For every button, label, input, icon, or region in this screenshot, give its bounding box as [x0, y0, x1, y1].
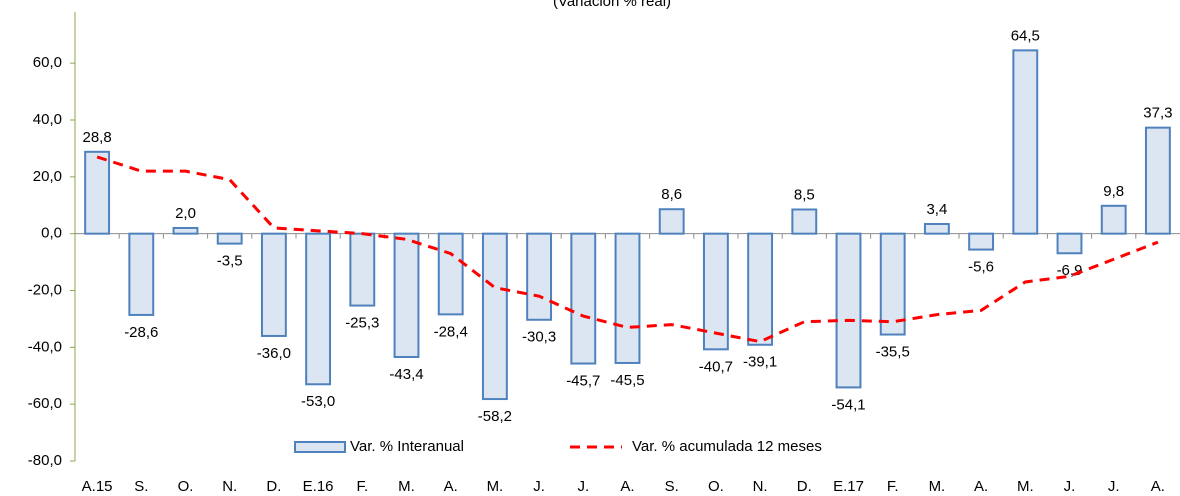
x-tick-label: D. [797, 478, 812, 495]
value-label: -28,6 [124, 324, 158, 341]
value-label: 8,6 [661, 186, 682, 203]
value-label: -39,1 [743, 354, 777, 371]
x-tick-label: F. [356, 478, 368, 495]
y-tick-label: -80,0 [28, 452, 62, 469]
value-label: 64,5 [1011, 27, 1040, 44]
bar [1100, 204, 1127, 235]
x-tick-label: F. [887, 478, 899, 495]
y-tick-label: -20,0 [28, 281, 62, 298]
bar [923, 222, 950, 235]
x-tick-label: J. [1064, 478, 1076, 495]
x-tick-label: M. [487, 478, 504, 495]
bar [835, 232, 862, 389]
bar [614, 232, 641, 364]
x-tick-label: S. [134, 478, 148, 495]
value-label: 8,5 [794, 186, 815, 203]
value-label: 9,8 [1103, 183, 1124, 200]
bar [84, 150, 111, 235]
x-tick-label: N. [222, 478, 237, 495]
bar [968, 232, 995, 251]
value-label: -58,2 [478, 408, 512, 425]
value-label: 28,8 [82, 129, 111, 146]
legend-swatch [294, 441, 346, 453]
bar [747, 232, 774, 346]
y-tick-label: 20,0 [33, 168, 62, 185]
bar [481, 232, 508, 401]
x-tick-label: D. [266, 478, 281, 495]
value-label: -25,3 [345, 315, 379, 332]
value-label: 2,0 [175, 205, 196, 222]
bar [702, 232, 729, 351]
value-label: 37,3 [1143, 105, 1172, 122]
x-tick-label: J. [577, 478, 589, 495]
x-tick-label: S. [665, 478, 679, 495]
bar [1056, 232, 1083, 255]
bar [526, 232, 553, 321]
value-label: -45,5 [610, 372, 644, 389]
y-tick-label: 0,0 [41, 225, 62, 242]
line [96, 155, 1159, 344]
value-label: -45,7 [566, 372, 600, 389]
value-label: -5,6 [968, 259, 994, 276]
bar [128, 232, 155, 316]
bar [393, 232, 420, 358]
value-label: -28,4 [434, 323, 468, 340]
value-label: 3,4 [926, 201, 947, 218]
legend-label: Var. % acumulada 12 meses [632, 438, 822, 455]
x-tick-label: O. [178, 478, 194, 495]
value-label: -30,3 [522, 329, 556, 346]
value-label: -43,4 [389, 366, 423, 383]
x-tick-label: E.16 [303, 478, 334, 495]
bar [570, 232, 597, 365]
x-tick-label: A.15 [82, 478, 113, 495]
bar [216, 232, 243, 245]
bar [305, 232, 332, 386]
value-label: -53,0 [301, 393, 335, 410]
value-label: -54,1 [831, 396, 865, 413]
x-tick-label: O. [708, 478, 724, 495]
bar [791, 208, 818, 235]
x-tick-label: J. [1108, 478, 1120, 495]
y-tick-label: 60,0 [33, 54, 62, 71]
chart-title: (Variación % real) [553, 0, 671, 10]
x-tick-label: A. [620, 478, 634, 495]
y-tick-label: 40,0 [33, 111, 62, 128]
legend-label: Var. % Interanual [350, 438, 464, 455]
bar [260, 232, 287, 337]
x-tick-label: M. [929, 478, 946, 495]
value-label: -40,7 [699, 358, 733, 375]
value-label: -36,0 [257, 345, 291, 362]
x-tick-label: A. [1151, 478, 1165, 495]
bar [349, 232, 376, 307]
bar [1144, 126, 1171, 235]
y-tick-label: -60,0 [28, 395, 62, 412]
x-tick-label: A. [974, 478, 988, 495]
x-tick-label: E.17 [833, 478, 864, 495]
bar [172, 226, 199, 235]
bar [1012, 49, 1039, 235]
x-tick-label: M. [398, 478, 415, 495]
value-label: -35,5 [876, 344, 910, 361]
x-tick-label: N. [753, 478, 768, 495]
bar [658, 208, 685, 235]
x-tick-label: M. [1017, 478, 1034, 495]
value-label: -3,5 [217, 253, 243, 270]
x-tick-label: J. [533, 478, 545, 495]
bar [437, 232, 464, 316]
x-tick-label: A. [444, 478, 458, 495]
y-tick-label: -40,0 [28, 338, 62, 355]
bar [879, 232, 906, 336]
